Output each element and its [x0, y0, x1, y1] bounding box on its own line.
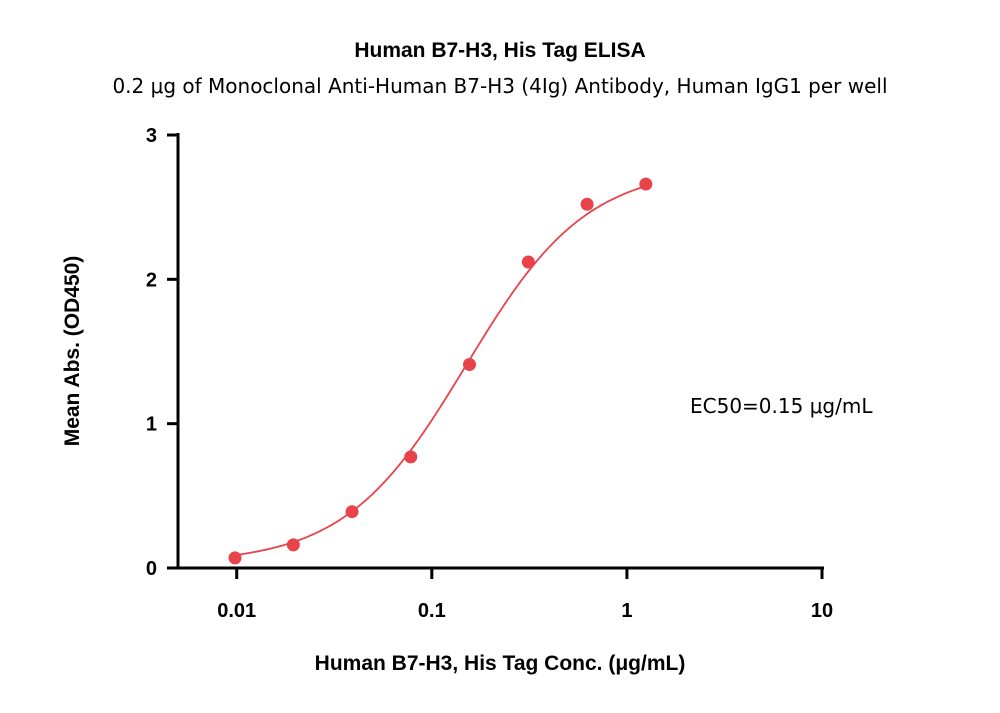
data-point: [345, 505, 359, 519]
x-tick-label: 1: [621, 600, 632, 622]
y-tick-label: 3: [146, 125, 157, 147]
chart-subtitle: 0.2 μg of Monoclonal Anti-Human B7-H3 (4…: [112, 74, 887, 98]
data-point: [462, 357, 476, 371]
y-tick-label: 2: [146, 269, 157, 291]
chart-title: Human B7-H3, His Tag ELISA: [354, 39, 645, 62]
data-points: [228, 177, 653, 565]
data-point: [580, 197, 594, 211]
x-tick-label: 10: [811, 600, 833, 622]
data-point: [286, 538, 300, 552]
data-point: [228, 551, 242, 565]
axes: [176, 133, 824, 570]
x-tick-label: 0.01: [217, 600, 256, 622]
x-axis-label: Human B7-H3, His Tag Conc. (μg/mL): [315, 652, 686, 675]
y-axis-label: Mean Abs. (OD450): [61, 256, 84, 447]
y-tick-label: 0: [146, 558, 157, 580]
data-point: [521, 255, 535, 269]
fit-curve-layer: [234, 185, 647, 557]
ec50-annotation: EC50=0.15 μg/mL: [690, 394, 873, 418]
x-tick-label: 0.1: [418, 600, 446, 622]
ticks: 0.01 0.1 1 10 0 1 2 3: [146, 125, 833, 622]
fit-curve: [234, 185, 647, 557]
y-tick-label: 1: [146, 414, 157, 436]
data-point: [404, 450, 418, 464]
data-point: [639, 177, 653, 191]
